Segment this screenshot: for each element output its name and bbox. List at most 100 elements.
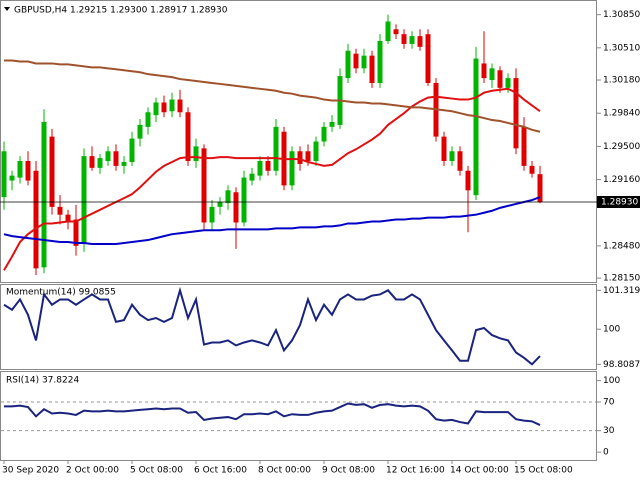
candle-body xyxy=(449,151,455,162)
candle-body xyxy=(49,136,55,207)
y-tick-label: 30 xyxy=(603,426,615,436)
candle-body xyxy=(169,99,175,112)
candle-body xyxy=(489,68,495,81)
candle-body xyxy=(505,78,511,88)
candle-body xyxy=(137,124,143,139)
candle-body xyxy=(201,148,207,223)
y-tick-label: 1.30850 xyxy=(603,10,640,20)
candle-body xyxy=(385,21,391,42)
candle-body xyxy=(361,55,367,69)
main-panel-frame xyxy=(0,0,597,283)
candle-body xyxy=(105,151,111,162)
main-title: GBPUSD,H4 1.29215 1.29300 1.28917 1.2893… xyxy=(14,6,228,16)
candle-body xyxy=(9,175,15,181)
candle-body xyxy=(321,126,327,142)
x-tick-label: 9 Oct 08:00 xyxy=(322,466,375,476)
candle-body xyxy=(217,201,223,207)
candle-body xyxy=(521,126,527,166)
x-tick-label: 5 Oct 08:00 xyxy=(130,466,183,476)
y-tick-label: 70 xyxy=(603,398,615,408)
x-tick-label: 15 Oct 08:00 xyxy=(514,466,573,476)
candle-body xyxy=(289,151,295,186)
y-tick-label: 101.3197 xyxy=(603,286,640,296)
candle-body xyxy=(257,161,263,176)
x-tick-label: 30 Sep 2020 xyxy=(2,466,59,476)
y-tick-label: 1.30510 xyxy=(603,43,640,53)
candle-body xyxy=(265,161,271,171)
candle-body xyxy=(121,161,127,166)
candle-body xyxy=(233,192,239,223)
candle-body xyxy=(305,151,311,162)
dropdown-icon xyxy=(4,7,10,11)
indicator-line xyxy=(4,402,541,426)
moving-average xyxy=(4,59,541,133)
candle-body xyxy=(185,112,191,162)
candle-body xyxy=(89,156,95,168)
candle-body xyxy=(313,141,319,162)
candle-body xyxy=(537,174,543,202)
candle-body xyxy=(273,126,279,171)
candle-body xyxy=(17,161,23,178)
y-tick-label: 1.28150 xyxy=(603,274,640,284)
momentum-panel-frame xyxy=(0,284,597,370)
candle-body xyxy=(377,41,383,83)
y-tick-label: 1.28480 xyxy=(603,241,640,251)
y-tick-label: 98.8087 xyxy=(603,360,640,370)
candle-body xyxy=(441,136,447,162)
x-tick-label: 2 Oct 00:00 xyxy=(66,466,119,476)
candle-body xyxy=(369,55,375,83)
candle-body xyxy=(513,78,519,149)
y-tick-label: 1.29160 xyxy=(603,175,640,185)
candle-body xyxy=(177,99,183,113)
indicator-line xyxy=(3,286,541,366)
candle-body xyxy=(153,102,159,116)
y-tick-label: 1.29500 xyxy=(603,142,640,152)
momentum-title: Momentum(14) 99.0855 xyxy=(6,288,116,298)
rsi-panel-frame xyxy=(0,371,597,461)
candle-body xyxy=(65,214,71,223)
candle-body xyxy=(481,63,487,79)
rsi-title: RSI(14) 37.8224 xyxy=(6,376,79,386)
candle-body xyxy=(393,29,399,35)
candle-body xyxy=(25,161,31,181)
candle-body xyxy=(425,34,431,83)
x-tick-label: 6 Oct 16:00 xyxy=(194,466,247,476)
x-tick-label: 8 Oct 00:00 xyxy=(258,466,311,476)
candle-body xyxy=(409,36,415,44)
candles xyxy=(1,14,543,276)
candle-body xyxy=(473,58,479,196)
candle-body xyxy=(161,102,167,113)
candle-body xyxy=(1,151,7,198)
y-tick-label: 100 xyxy=(603,376,620,386)
candle-body xyxy=(193,146,199,162)
candle-body xyxy=(241,177,247,223)
candle-body xyxy=(249,173,255,181)
candle-body xyxy=(225,190,231,203)
moving-average xyxy=(3,87,541,271)
y-tick-label: 1.29840 xyxy=(603,109,640,119)
candle-body xyxy=(497,70,503,88)
candle-body xyxy=(113,151,119,166)
candle-body xyxy=(457,151,463,171)
candle-body xyxy=(297,151,303,164)
candle-body xyxy=(401,34,407,44)
candle-body xyxy=(57,206,63,215)
x-tick-label: 14 Oct 00:00 xyxy=(450,466,509,476)
x-tick-label: 12 Oct 16:00 xyxy=(386,466,445,476)
candle-body xyxy=(465,170,471,191)
candle-body xyxy=(209,206,215,223)
candle-body xyxy=(329,121,335,127)
candle-body xyxy=(97,158,103,168)
price-label: 1.28930 xyxy=(601,197,638,207)
candle-body xyxy=(145,112,151,127)
candle-body xyxy=(33,170,39,269)
candle-body xyxy=(529,165,535,174)
moving-average xyxy=(3,196,541,245)
y-tick-label: 100 xyxy=(603,325,620,335)
y-tick-label: 0 xyxy=(603,448,609,458)
candle-body xyxy=(417,36,423,47)
candle-body xyxy=(73,219,79,246)
candle-body xyxy=(81,156,87,244)
price-label-box xyxy=(597,195,640,208)
